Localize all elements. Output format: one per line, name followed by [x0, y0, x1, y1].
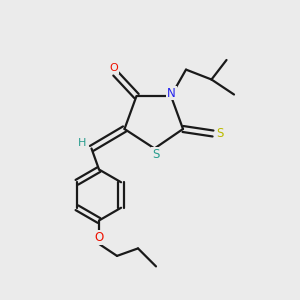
- Text: O: O: [110, 63, 118, 73]
- Text: S: S: [216, 127, 223, 140]
- Text: S: S: [152, 148, 160, 161]
- Text: N: N: [167, 86, 176, 100]
- Text: H: H: [78, 138, 87, 148]
- Text: O: O: [94, 231, 103, 244]
